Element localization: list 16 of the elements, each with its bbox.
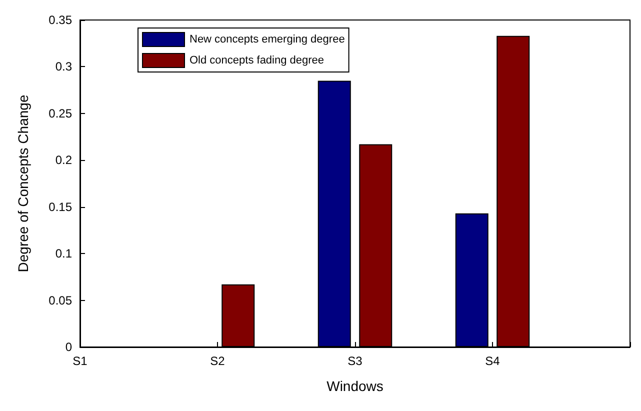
y-tick-label: 0.35: [48, 13, 72, 27]
y-tick-label: 0.2: [55, 153, 72, 168]
x-tick-label: S2: [210, 354, 226, 368]
x-tick-label: S3: [348, 354, 363, 368]
x-tick-label: S1: [72, 354, 88, 368]
x-tick-label: S4: [485, 354, 500, 368]
legend-label: New concepts emerging degree: [190, 34, 345, 46]
y-tick-label: 0.05: [48, 293, 72, 308]
y-axis-title: Degree of Concepts Change: [15, 94, 31, 272]
y-tick-label: 0.25: [48, 106, 72, 120]
x-axis-title: Windows: [326, 378, 384, 394]
y-tick-label: 0.1: [55, 246, 72, 261]
legend-label: Old concepts fading degree: [190, 54, 324, 66]
y-tick-label: 0.15: [48, 200, 72, 214]
y-tick-label: 0.3: [55, 60, 72, 74]
y-tick-label: 0: [65, 340, 72, 354]
